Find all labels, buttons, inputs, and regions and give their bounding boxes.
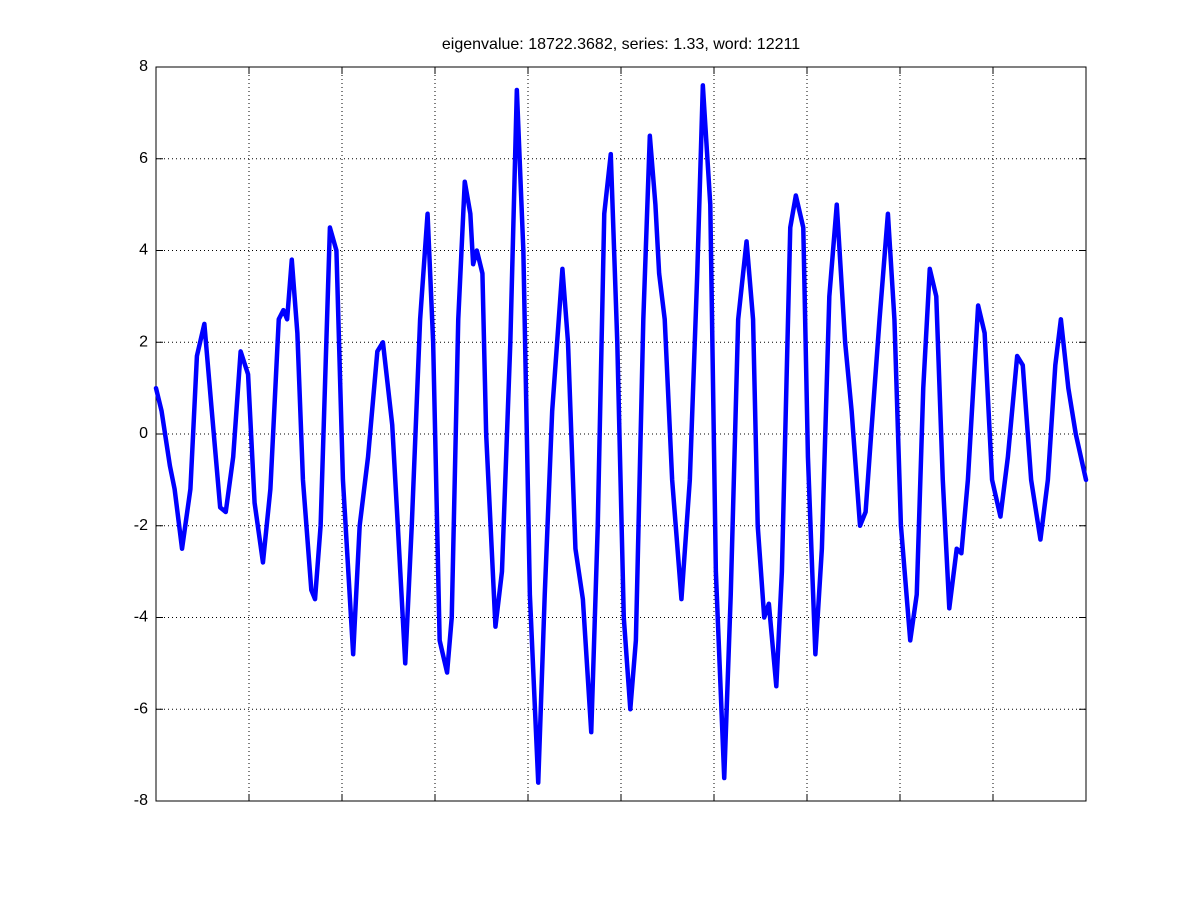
data-line: [153, 83, 1089, 785]
y-tick-label: -2: [134, 517, 148, 534]
y-tick-label: 8: [139, 58, 148, 75]
y-tick-label: 4: [139, 242, 148, 259]
y-tick-label: -8: [134, 792, 148, 809]
y-tick-label: 2: [139, 333, 148, 350]
chart-title: eigenvalue: 18722.3682, series: 1.33, wo…: [442, 36, 800, 53]
y-tick-label: 0: [139, 425, 148, 442]
y-tick-label: -6: [134, 700, 148, 717]
plot-frame: [155, 66, 1087, 802]
y-tick-label: 6: [139, 150, 148, 167]
y-tick-label: -4: [134, 609, 148, 626]
